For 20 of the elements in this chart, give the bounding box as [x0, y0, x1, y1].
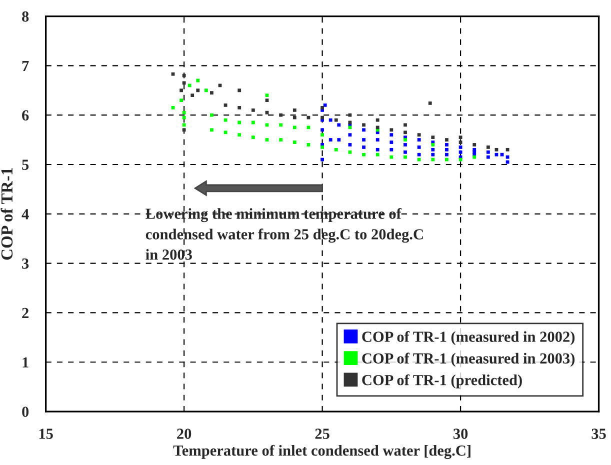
y-axis-title: COP of TR-1 [0, 168, 13, 260]
legend-label: COP of TR-1 (predicted) [362, 374, 522, 388]
y-tick-label: 1 [22, 357, 28, 368]
x-tick-label: 25 [315, 428, 330, 439]
y-tick-label: 4 [22, 209, 29, 220]
y-tick-label: 3 [22, 258, 29, 269]
x-axis-title: Temperature of inlet condensed water [deg.C] [173, 444, 470, 459]
y-tick-label: 5 [22, 160, 29, 170]
legend-label: COP of TR-1 (measured in 2003) [362, 352, 575, 367]
legend-label: COP of TR-1 (measured in 2002) [362, 331, 575, 346]
y-tick-label: 8 [22, 11, 29, 22]
y-tick-label: 6 [22, 110, 29, 121]
y-tick-label: 0 [22, 406, 29, 417]
annotation: Lowering the minimum temperature of condensed water from 25 deg.C to 20deg.C in 2003 [146, 208, 423, 260]
x-tick-label: 35 [592, 428, 606, 439]
x-tick-label: 30 [453, 428, 468, 439]
x-tick-label: 15 [39, 428, 53, 439]
y-tick-label: 2 [22, 308, 28, 318]
x-tick-label: 20 [177, 428, 192, 439]
y-tick-label: 7 [22, 60, 29, 71]
